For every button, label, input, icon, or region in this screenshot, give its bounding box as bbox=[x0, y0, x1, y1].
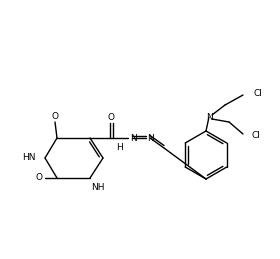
Text: Cl: Cl bbox=[253, 89, 262, 97]
Text: H: H bbox=[116, 142, 122, 152]
Text: N: N bbox=[130, 133, 137, 142]
Text: N: N bbox=[206, 112, 212, 121]
Text: Cl: Cl bbox=[251, 131, 260, 140]
Text: N: N bbox=[147, 133, 154, 142]
Text: O: O bbox=[108, 112, 115, 121]
Text: O: O bbox=[36, 174, 43, 183]
Text: NH: NH bbox=[91, 183, 104, 192]
Text: O: O bbox=[52, 112, 59, 120]
Text: HN: HN bbox=[22, 153, 36, 162]
